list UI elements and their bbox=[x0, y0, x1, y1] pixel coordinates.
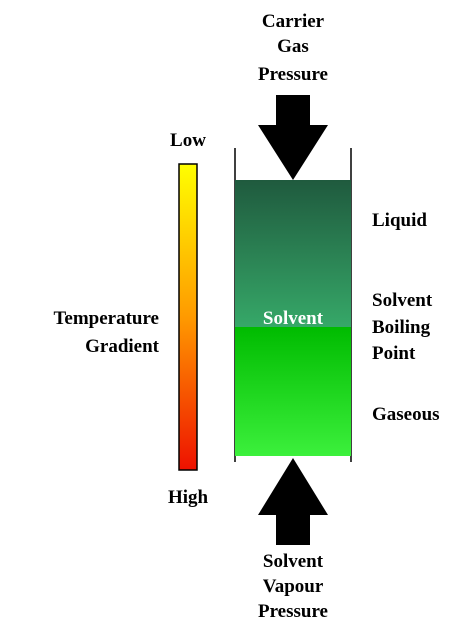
column-label: Solvent bbox=[263, 308, 324, 329]
zone-label: Solvent bbox=[372, 290, 433, 311]
bottom-label: Solvent Vapour Pressure bbox=[258, 551, 328, 621]
label-line: Vapour bbox=[263, 576, 324, 597]
up-arrow bbox=[258, 458, 328, 545]
label-line: Solvent bbox=[263, 551, 324, 572]
zone-label: Liquid bbox=[372, 210, 427, 231]
top-label: Carrier Gas Pressure bbox=[258, 11, 328, 85]
scale-label: Gradient bbox=[85, 336, 160, 357]
temperature-bar bbox=[178, 163, 198, 471]
zone-label: Gaseous bbox=[372, 404, 440, 425]
label-line: Pressure bbox=[258, 601, 328, 621]
label-line: Pressure bbox=[258, 64, 328, 85]
label-line: Carrier bbox=[262, 11, 325, 32]
zone-label: Point bbox=[372, 343, 416, 364]
down-arrow bbox=[258, 95, 328, 180]
scale-label: Temperature bbox=[53, 308, 159, 329]
scale-top: Low bbox=[170, 130, 206, 151]
liquid-zone bbox=[235, 180, 351, 327]
scale-bottom: High bbox=[168, 487, 209, 508]
label-line: Gas bbox=[277, 36, 309, 57]
gas-zone bbox=[235, 327, 351, 456]
zone-label: Boiling bbox=[372, 317, 431, 338]
